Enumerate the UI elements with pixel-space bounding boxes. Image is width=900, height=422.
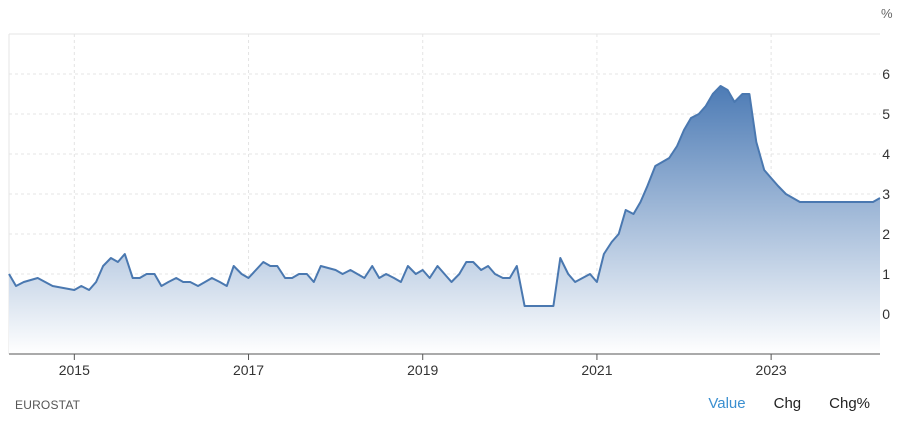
chart-area: 2015 2017 2019 2021 2023 0 1 2 3 4 5 6 % [8, 6, 893, 378]
chart-footer: EUROSTAT Value Chg Chg% [0, 395, 900, 417]
y-tick-label-0: 0 [882, 306, 890, 322]
line-area-chart: 2015 2017 2019 2021 2023 0 1 2 3 4 5 6 [8, 33, 890, 378]
tab-chg-percent[interactable]: Chg% [829, 395, 870, 412]
y-tick-label-3: 3 [882, 186, 890, 202]
x-tick-label-2021: 2021 [581, 362, 612, 378]
series-area [9, 86, 880, 354]
y-tick-label-4: 4 [882, 146, 890, 162]
x-tick-label-2023: 2023 [756, 362, 787, 378]
unit-label: % [881, 6, 893, 21]
tab-value[interactable]: Value [708, 395, 746, 412]
x-tick-label-2017: 2017 [233, 362, 264, 378]
y-tick-label-2: 2 [882, 226, 890, 242]
x-tick-label-2015: 2015 [59, 362, 90, 378]
y-tick-label-6: 6 [882, 66, 890, 82]
x-tick-label-2019: 2019 [407, 362, 438, 378]
tab-chg[interactable]: Chg [773, 395, 802, 412]
y-tick-label-1: 1 [882, 266, 890, 282]
view-tabs: Value Chg Chg% [708, 395, 870, 412]
series-line [8, 85, 881, 307]
source-label: EUROSTAT [15, 398, 81, 412]
y-tick-label-5: 5 [882, 106, 890, 122]
